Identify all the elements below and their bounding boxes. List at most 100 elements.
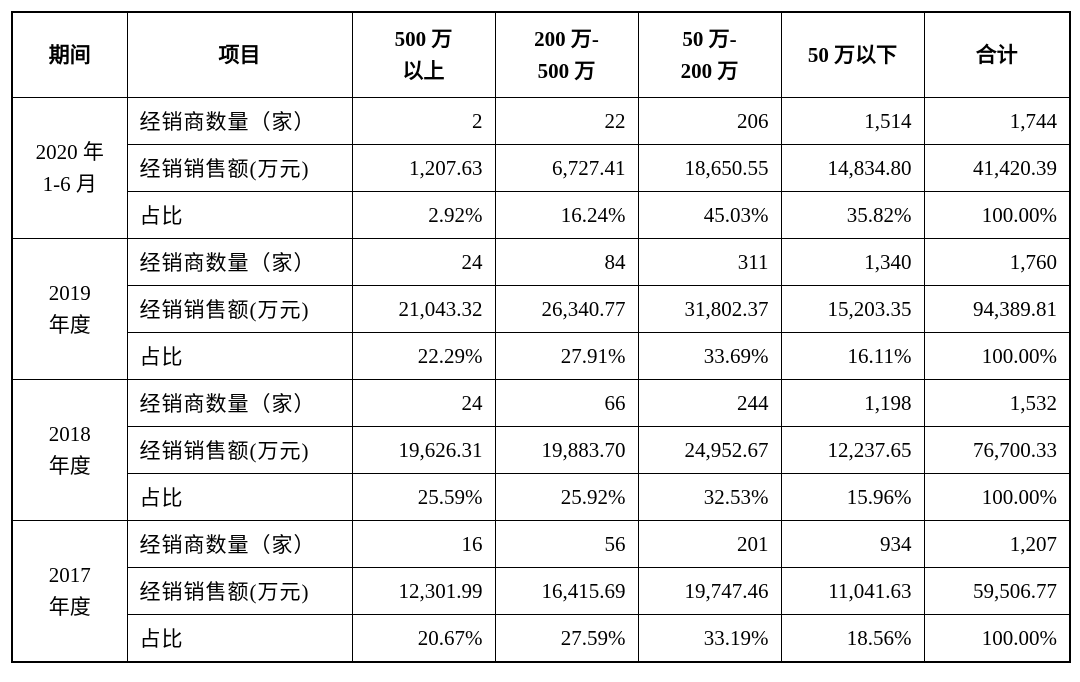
value-cell: 206 — [637, 97, 782, 145]
value-cell: 22.29% — [351, 332, 496, 380]
header-over-5m-line2: 以上 — [402, 59, 445, 83]
header-500k-2m: 50 万- 200 万 — [637, 11, 782, 98]
value-cell: 45.03% — [637, 191, 782, 239]
value-cell: 24 — [351, 379, 496, 427]
value-cell: 16,415.69 — [494, 567, 639, 615]
header-over-5m-line1: 500 万 — [394, 27, 453, 51]
period-cell: 2019 年度 — [11, 238, 128, 380]
period-cell: 2018 年度 — [11, 379, 128, 521]
total-cell: 1,532 — [923, 379, 1071, 427]
item-cell: 经销销售额(万元) — [126, 144, 353, 192]
value-cell: 16.24% — [494, 191, 639, 239]
value-cell: 26,340.77 — [494, 285, 639, 333]
header-total: 合计 — [923, 11, 1071, 98]
value-cell: 27.59% — [494, 614, 639, 663]
period-line2: 1-6 月 — [42, 172, 97, 196]
value-cell: 19,626.31 — [351, 426, 496, 474]
value-cell: 19,747.46 — [637, 567, 782, 615]
value-cell: 16.11% — [780, 332, 925, 380]
value-cell: 24,952.67 — [637, 426, 782, 474]
table-row: 2018 年度 经销商数量（家） 24 66 244 1,198 1,532 — [11, 379, 1071, 521]
item-cell: 占比 — [126, 191, 353, 239]
value-cell: 311 — [637, 238, 782, 286]
header-2m-5m-line1: 200 万- — [534, 27, 599, 51]
value-cell: 11,041.63 — [780, 567, 925, 615]
item-cell: 经销商数量（家） — [126, 238, 353, 286]
header-500k-2m-line2: 200 万 — [680, 59, 739, 83]
value-cell: 1,207.63 — [351, 144, 496, 192]
period-line1: 2020 年 — [35, 140, 104, 164]
total-cell: 1,760 — [923, 238, 1071, 286]
item-cell: 经销销售额(万元) — [126, 567, 353, 615]
value-cell: 1,514 — [780, 97, 925, 145]
value-cell: 1,198 — [780, 379, 925, 427]
value-cell: 21,043.32 — [351, 285, 496, 333]
value-cell: 35.82% — [780, 191, 925, 239]
value-cell: 244 — [637, 379, 782, 427]
total-cell: 76,700.33 — [923, 426, 1071, 474]
header-2m-5m-line2: 500 万 — [537, 59, 596, 83]
table-row: 占比 20.67% 27.59% 33.19% 18.56% 100.00% — [12, 614, 1071, 663]
value-cell: 14,834.80 — [780, 144, 925, 192]
total-cell: 100.00% — [923, 614, 1071, 663]
value-cell: 12,301.99 — [351, 567, 496, 615]
period-cell: 2020 年 1-6 月 — [11, 97, 128, 239]
period-line1: 2019 — [48, 281, 91, 305]
value-cell: 19,883.70 — [494, 426, 639, 474]
value-cell: 32.53% — [637, 473, 782, 521]
header-item: 项目 — [126, 11, 353, 98]
value-cell: 15.96% — [780, 473, 925, 521]
item-cell: 占比 — [126, 614, 353, 663]
item-cell: 经销商数量（家） — [126, 379, 353, 427]
value-cell: 18,650.55 — [637, 144, 782, 192]
total-cell: 1,207 — [923, 520, 1071, 568]
value-cell: 2.92% — [351, 191, 496, 239]
value-cell: 16 — [351, 520, 496, 568]
value-cell: 56 — [494, 520, 639, 568]
period-line1: 2018 — [48, 422, 91, 446]
total-cell: 41,420.39 — [923, 144, 1071, 192]
period-line2: 年度 — [48, 595, 91, 619]
value-cell: 22 — [494, 97, 639, 145]
total-cell: 100.00% — [923, 332, 1071, 380]
header-over-5m: 500 万 以上 — [351, 11, 496, 98]
item-cell: 经销销售额(万元) — [126, 426, 353, 474]
item-cell: 经销商数量（家） — [126, 97, 353, 145]
header-row: 期间 项目 500 万 以上 200 万- 500 万 50 万- 200 万 … — [11, 11, 1071, 98]
value-cell: 66 — [494, 379, 639, 427]
value-cell: 201 — [637, 520, 782, 568]
header-2m-5m: 200 万- 500 万 — [494, 11, 639, 98]
table-row: 占比 22.29% 27.91% 33.69% 16.11% 100.00% — [12, 332, 1071, 380]
table-row: 经销销售额(万元) 1,207.63 6,727.41 18,650.55 14… — [12, 144, 1071, 192]
value-cell: 934 — [780, 520, 925, 568]
value-cell: 31,802.37 — [637, 285, 782, 333]
table-row: 2020 年 1-6 月 经销商数量（家） 2 22 206 1,514 1,7… — [11, 97, 1071, 239]
value-cell: 1,340 — [780, 238, 925, 286]
value-cell: 20.67% — [351, 614, 496, 663]
item-cell: 占比 — [126, 332, 353, 380]
value-cell: 2 — [351, 97, 496, 145]
value-cell: 84 — [494, 238, 639, 286]
period-line1: 2017 — [48, 563, 91, 587]
value-cell: 27.91% — [494, 332, 639, 380]
value-cell: 25.92% — [494, 473, 639, 521]
item-cell: 经销销售额(万元) — [126, 285, 353, 333]
table-row: 占比 2.92% 16.24% 45.03% 35.82% 100.00% — [12, 191, 1071, 239]
total-cell: 94,389.81 — [923, 285, 1071, 333]
header-500k-2m-line1: 50 万- — [682, 27, 737, 51]
table-row: 2017 年度 经销商数量（家） 16 56 201 934 1,207 — [11, 520, 1071, 663]
table-row: 2019 年度 经销商数量（家） 24 84 311 1,340 1,760 — [11, 238, 1071, 380]
total-cell: 1,744 — [923, 97, 1071, 145]
table-row: 占比 25.59% 25.92% 32.53% 15.96% 100.00% — [12, 473, 1071, 521]
table-row: 经销销售额(万元) 19,626.31 19,883.70 24,952.67 … — [12, 426, 1071, 474]
item-cell: 经销商数量（家） — [126, 520, 353, 568]
table-row: 经销销售额(万元) 21,043.32 26,340.77 31,802.37 … — [12, 285, 1071, 333]
total-cell: 100.00% — [923, 191, 1071, 239]
total-cell: 100.00% — [923, 473, 1071, 521]
value-cell: 24 — [351, 238, 496, 286]
table-row: 经销销售额(万元) 12,301.99 16,415.69 19,747.46 … — [12, 567, 1071, 615]
period-line2: 年度 — [48, 313, 91, 337]
total-cell: 59,506.77 — [923, 567, 1071, 615]
value-cell: 12,237.65 — [780, 426, 925, 474]
header-period: 期间 — [11, 11, 128, 98]
